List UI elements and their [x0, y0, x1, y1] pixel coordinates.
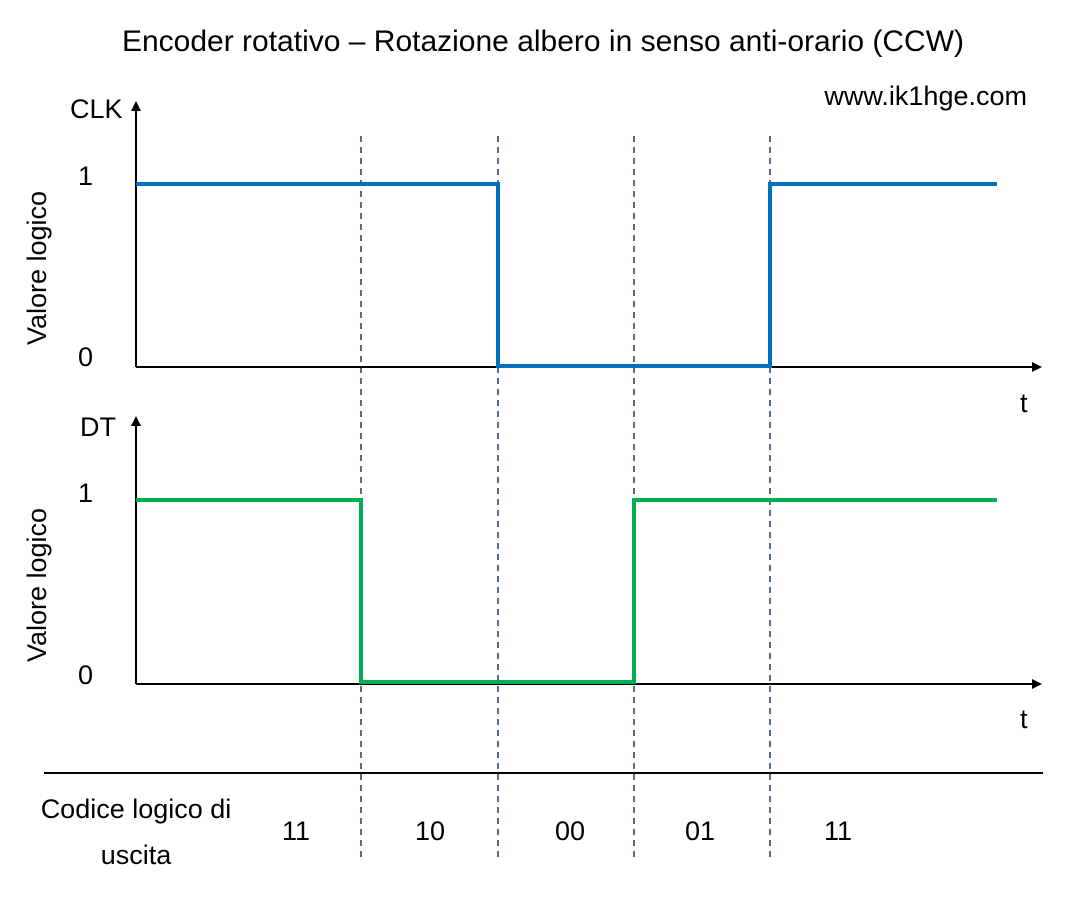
clk-x-axis-label: t — [1020, 388, 1028, 418]
output-code: 00 — [555, 816, 585, 846]
clk-plot: CLK 1 0 t Valore logico — [22, 94, 1042, 418]
output-code: 11 — [282, 816, 310, 846]
output-code: 10 — [415, 816, 445, 846]
clk-waveform — [136, 182, 997, 368]
clk-signal-name: CLK — [70, 94, 123, 124]
output-code: 01 — [685, 816, 715, 846]
dt-signal-name: DT — [80, 412, 116, 442]
dt-waveform — [136, 498, 997, 684]
output-codes: 11 10 00 01 11 — [282, 816, 852, 846]
dt-plot: DT 1 0 t Valore logico — [22, 412, 1042, 734]
clk-tick-high: 1 — [78, 161, 93, 191]
clk-y-axis-label: Valore logico — [22, 191, 52, 345]
dt-y-axis-label: Valore logico — [22, 508, 52, 662]
dt-tick-low: 0 — [78, 660, 93, 690]
dt-x-axis-label: t — [1020, 704, 1028, 734]
website-url: www.ik1hge.com — [823, 81, 1027, 111]
dt-tick-high: 1 — [78, 478, 93, 508]
output-code-label-line2: uscita — [101, 840, 173, 870]
diagram-title: Encoder rotativo – Rotazione albero in s… — [122, 25, 964, 58]
output-code-label-line1: Codice logico di — [41, 794, 232, 824]
output-code: 11 — [824, 816, 852, 846]
clk-tick-low: 0 — [78, 342, 93, 372]
